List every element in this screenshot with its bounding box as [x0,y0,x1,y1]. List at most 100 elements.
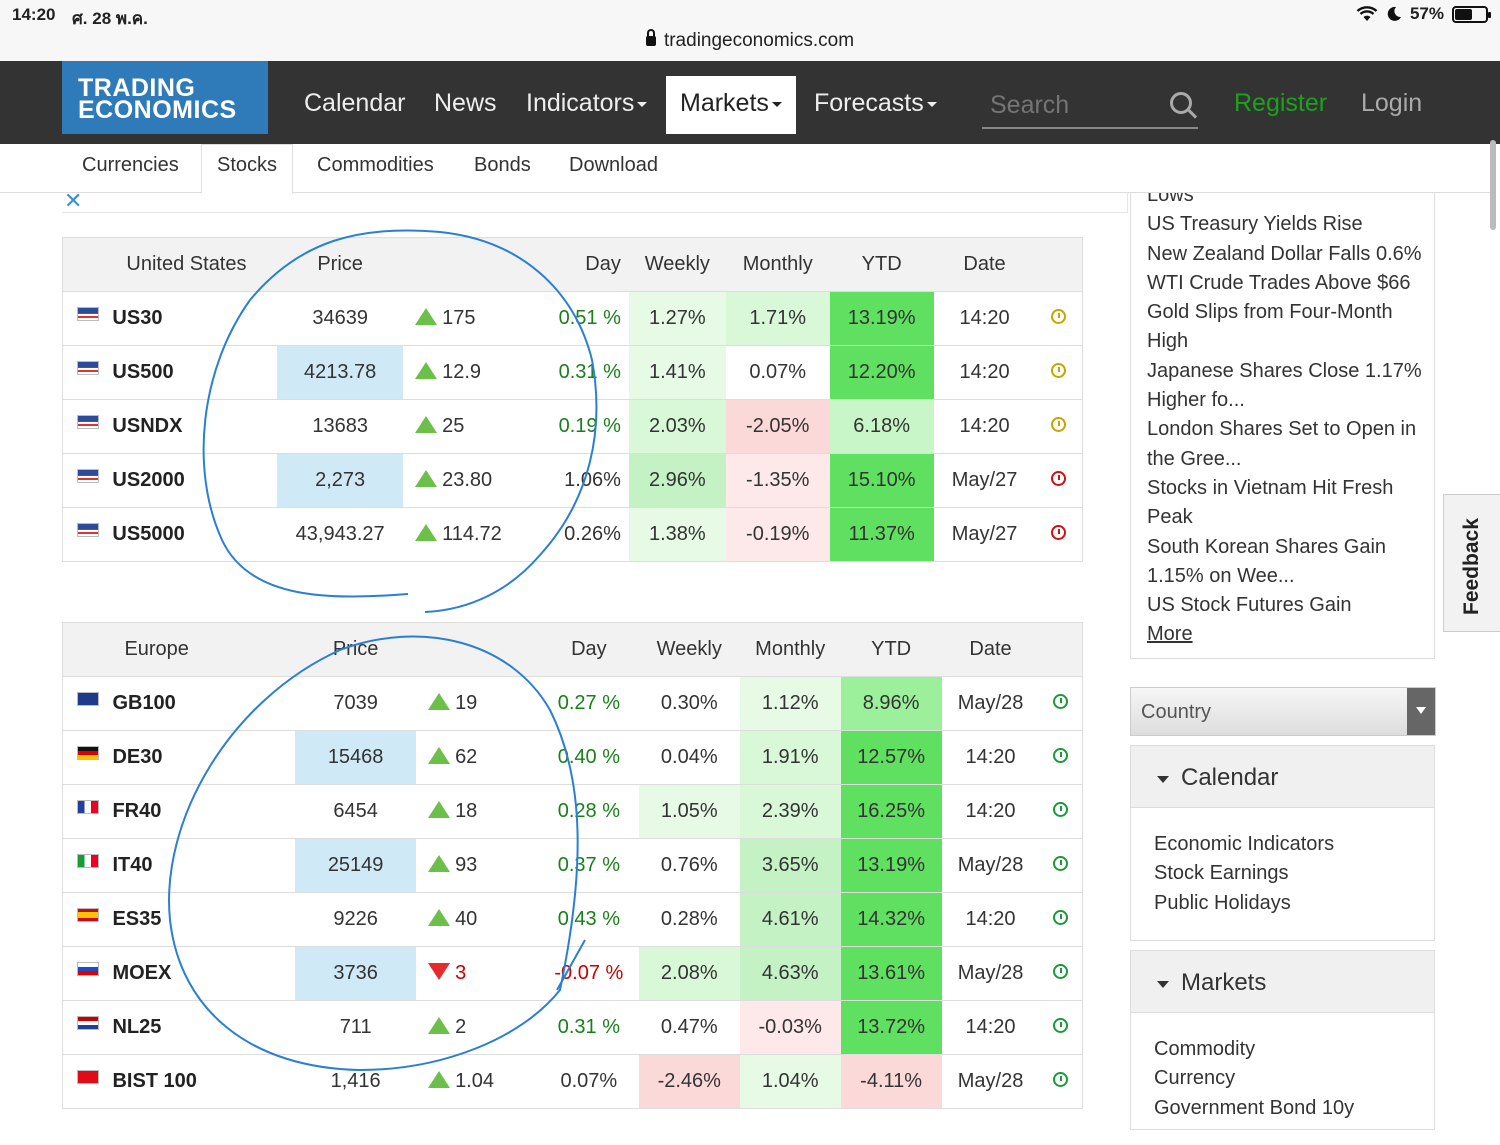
chevron-down-icon[interactable] [1407,688,1435,735]
news-headline-link[interactable]: Stocks in Vietnam Hit Fresh Peak [1147,476,1394,529]
feedback-tab[interactable]: Feedback [1443,494,1500,632]
markets-link-government-bond[interactable]: Government Bond 10y [1154,1096,1355,1119]
nav-indicators-label: Indicators [526,89,635,117]
table-row[interactable]: IT40 25149 93 0.37 % 0.76% 3.65% 13.19% May/28 [62,838,1083,893]
symbol-link[interactable]: FR40 [112,784,296,839]
column-header[interactable]: Weekly [628,237,726,292]
table-row[interactable]: BIST 100 1,416 1.04 0.07% -2.46% 1.04% -4.11% M… [62,1054,1083,1109]
column-header[interactable]: Date [941,622,1040,677]
symbol-link[interactable]: IT40 [112,838,296,893]
subnav-commodities[interactable]: Commodities [317,154,434,176]
column-header[interactable]: Price [277,237,404,292]
address-bar[interactable]: tradingeconomics.com [0,29,1500,61]
symbol-link[interactable]: NL25 [112,1000,296,1055]
column-header[interactable]: Day [538,622,639,677]
table-row[interactable]: US2000 2,273 23.80 1.06% 2.96% -1.35% 15.10% Ma… [62,453,1083,508]
date-value: 14:20 [933,345,1036,400]
column-header[interactable]: Monthly [739,622,841,677]
subnav-download[interactable]: Download [569,154,658,176]
calendar-panel-header[interactable]: Calendar [1131,746,1434,808]
calendar-panel: Calendar Economic Indicators Stock Earni… [1130,745,1435,941]
latest-news-panel: Lows US Treasury Yields Rise New Zealand D… [1130,193,1435,659]
column-header[interactable]: Date [933,237,1036,292]
table-row[interactable]: FR40 6454 18 0.28 % 1.05% 2.39% 16.25% 14:20 [62,784,1083,839]
column-header[interactable]: United States [112,237,278,292]
flag-icon [76,908,99,922]
price-value: 711 [295,1000,417,1055]
subnav-bonds[interactable]: Bonds [474,154,531,176]
change-amount: 19 [455,692,478,714]
day-percent: -0.07 % [538,946,639,1001]
subnav-stocks[interactable]: Stocks [201,144,294,194]
arrow-up-icon [428,855,451,872]
login-link[interactable]: Login [1361,89,1423,117]
page-scrollbar[interactable] [1490,140,1496,230]
change-value: 175 [403,291,529,346]
change-amount: 175 [442,307,476,329]
table-row[interactable]: ES35 9226 40 0.43 % 0.28% 4.61% 14.32% 14:20 [62,892,1083,947]
search-icon[interactable] [1170,92,1192,114]
symbol-link[interactable]: GB100 [112,676,296,731]
table-row[interactable]: US5000 43,943.27 114.72 0.26% 1.38% -0.19% 11.… [62,507,1083,562]
markets-panel-header[interactable]: Markets [1131,951,1434,1013]
clock-cell [1035,399,1083,454]
weekly-percent: 0.04% [638,730,740,785]
column-header[interactable]: Europe [112,622,296,677]
table-row[interactable]: US500 4213.78 12.9 0.31 % 1.41% 0.07% 12.20% 14… [62,345,1083,400]
price-value: 13683 [277,399,404,454]
table-row[interactable]: USNDX 13683 25 0.19 % 2.03% -2.05% 6.18% 14:20 [62,399,1083,454]
nav-forecasts[interactable]: Forecasts [814,89,937,118]
close-ad-icon[interactable]: ✕ [64,188,83,213]
more-news-link[interactable]: More [1147,623,1193,646]
symbol-link[interactable]: US30 [112,291,278,346]
clock-cell [1035,291,1083,346]
table-row[interactable]: US30 34639 175 0.51 % 1.27% 1.71% 13.19% 14:20 [62,291,1083,346]
column-header[interactable]: Price [295,622,417,677]
nav-calendar[interactable]: Calendar [304,89,406,117]
news-headline-link[interactable]: South Korean Shares Gain 1.15% on Wee... [1147,535,1387,587]
news-headline-link[interactable]: US Stock Futures Gain [1147,594,1352,617]
country-select[interactable]: Country [1130,687,1436,736]
news-headline-link[interactable]: New Zealand Dollar Falls 0.6% [1147,242,1422,265]
table-row[interactable]: DE30 15468 62 0.40 % 0.04% 1.91% 12.57% 14:20 [62,730,1083,785]
column-header[interactable]: Weekly [638,622,740,677]
monthly-percent: 2.39% [739,784,841,839]
news-headline-link[interactable]: WTI Crude Trades Above $66 [1147,271,1411,294]
symbol-link[interactable]: US5000 [112,507,278,562]
column-header[interactable]: Day [528,237,629,292]
weekly-percent: -2.46% [638,1054,740,1109]
search-input[interactable] [990,91,1160,120]
symbol-link[interactable]: BIST 100 [112,1054,296,1109]
nav-indicators[interactable]: Indicators [526,89,648,118]
nav-markets[interactable]: Markets [666,76,796,134]
calendar-link-public-holidays[interactable]: Public Holidays [1154,891,1291,914]
news-headline-link[interactable]: Lows [1147,193,1194,206]
column-header[interactable]: YTD [840,622,942,677]
news-headline-link[interactable]: London Shares Set to Open in the Gree... [1147,418,1417,470]
site-logo[interactable]: TRADING ECONOMICS [62,61,268,134]
news-headline-link[interactable]: US Treasury Yields Rise [1147,213,1363,236]
news-headline-link[interactable]: Japanese Shares Close 1.17% Higher fo... [1147,359,1422,412]
symbol-link[interactable]: ES35 [112,892,296,947]
symbol-link[interactable]: USNDX [112,399,278,454]
column-header[interactable]: Monthly [725,237,830,292]
symbol-link[interactable]: MOEX [112,946,296,1001]
symbol-link[interactable]: US2000 [112,453,278,508]
symbol-link[interactable]: DE30 [112,730,296,785]
markets-link-commodity[interactable]: Commodity [1154,1038,1256,1060]
news-headline-link[interactable]: Gold Slips from Four-Month High [1147,301,1393,353]
table-row[interactable]: MOEX 3736 3 -0.07 % 2.08% 4.63% 13.61% May/28 [62,946,1083,1001]
day-percent: 0.26% [528,507,629,562]
markets-link-currency[interactable]: Currency [1154,1067,1236,1090]
column-header[interactable]: YTD [829,237,934,292]
nav-news[interactable]: News [434,89,497,117]
subnav-currencies[interactable]: Currencies [82,154,179,176]
calendar-link-stock-earnings[interactable]: Stock Earnings [1154,862,1289,885]
country-flag-icon [62,730,113,785]
symbol-link[interactable]: US500 [112,345,278,400]
table-row[interactable]: GB100 7039 19 0.27 % 0.30% 1.12% 8.96% May/28 [62,676,1083,731]
table-row[interactable]: NL25 711 2 0.31 % 0.47% -0.03% 13.72% 14:20 [62,1000,1083,1055]
register-link[interactable]: Register [1234,89,1328,117]
united-states-stocks-table: United States Price Day Weekly Monthly Y… [62,237,1083,562]
calendar-link-economic-indicators[interactable]: Economic Indicators [1154,833,1335,855]
